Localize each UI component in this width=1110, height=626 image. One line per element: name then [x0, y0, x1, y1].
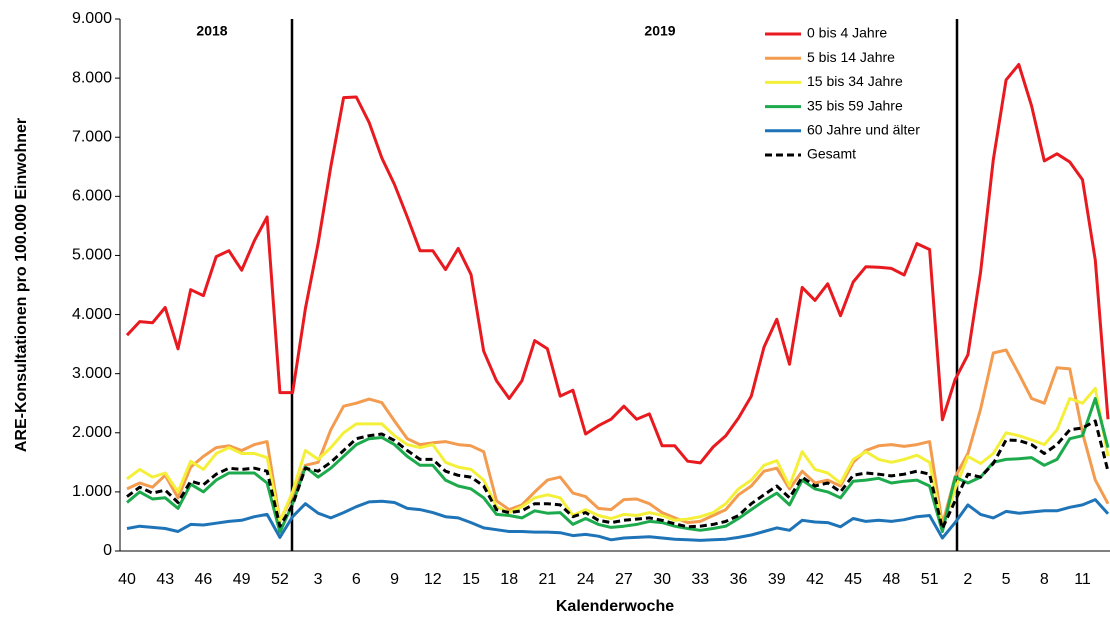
y-tick-label: 9.000: [72, 10, 112, 27]
x-tick-label: 46: [195, 571, 213, 588]
y-tick-label: 1.000: [72, 483, 112, 500]
x-tick-label: 39: [768, 571, 786, 588]
x-tick-label: 8: [1040, 571, 1049, 588]
x-tick-label: 40: [118, 571, 136, 588]
x-axis-title: Kalenderwoche: [556, 598, 674, 615]
x-tick-label: 12: [424, 571, 442, 588]
legend-label: 15 bis 34 Jahre: [807, 73, 903, 89]
y-tick-label: 0: [103, 542, 112, 559]
y-tick-label: 3.000: [72, 365, 112, 382]
x-tick-label: 49: [233, 571, 251, 588]
x-tick-label: 11: [1074, 571, 1091, 588]
x-tick-label: 2: [963, 571, 972, 588]
x-tick-label: 21: [539, 571, 557, 588]
x-tick-label: 33: [691, 571, 709, 588]
x-tick-label: 48: [883, 571, 901, 588]
x-tick-label: 27: [615, 571, 633, 588]
series-line: [125, 63, 1110, 465]
y-tick-label: 8.000: [72, 69, 112, 86]
y-tick-label: 4.000: [72, 306, 112, 323]
legend-label: 5 bis 14 Jahre: [807, 49, 895, 65]
x-tick-label: 9: [390, 571, 399, 588]
x-tick-label: 18: [500, 571, 518, 588]
x-tick-label: 36: [730, 571, 748, 588]
legend-label: 0 bis 4 Jahre: [807, 25, 887, 41]
x-tick-label: 42: [806, 571, 824, 588]
x-tick-label: 43: [156, 571, 174, 588]
series-line: [126, 498, 1110, 542]
year-label: 2018: [196, 23, 227, 39]
legend-label: 35 bis 59 Jahre: [807, 97, 903, 113]
x-tick-label: 3: [314, 571, 323, 588]
y-axis-title: ARE-Konsultationen pro 100.000 Einwohner: [13, 118, 30, 452]
x-tick-label: 6: [352, 571, 361, 588]
legend-label: 60 Jahre und älter: [807, 122, 920, 138]
x-tick-label: 51: [921, 571, 939, 588]
year-label: 2019: [644, 23, 675, 39]
legend-label: Gesamt: [807, 146, 856, 162]
y-tick-label: 5.000: [72, 247, 112, 264]
x-tick-label: 24: [577, 571, 595, 588]
series-line: [126, 419, 1110, 530]
y-tick-label: 7.000: [72, 128, 112, 145]
x-tick-label: 5: [1002, 571, 1011, 588]
x-tick-label: 52: [271, 571, 289, 588]
x-tick-label: 45: [844, 571, 862, 588]
y-tick-label: 6.000: [72, 188, 112, 205]
y-tick-label: 2.000: [72, 424, 112, 441]
x-tick-label: 30: [653, 571, 671, 588]
x-tick-label: 15: [462, 571, 480, 588]
